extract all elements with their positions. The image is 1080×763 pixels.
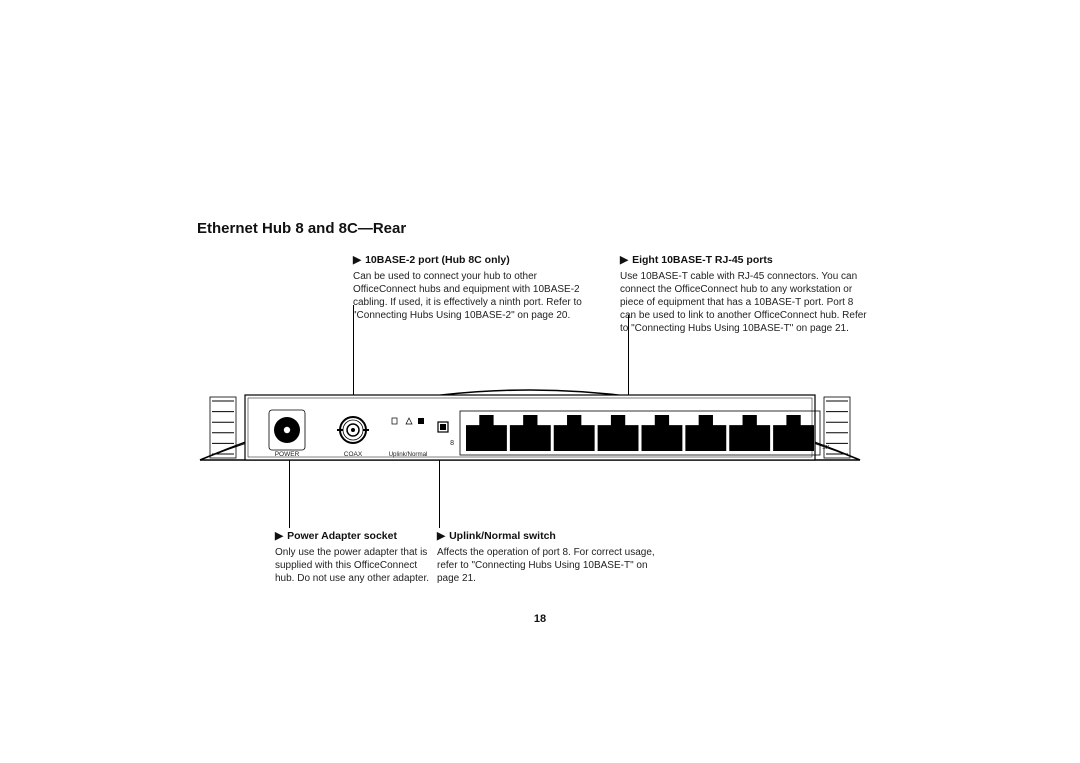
page-title: Ethernet Hub 8 and 8C—Rear xyxy=(197,220,406,237)
callout-top-right: ▶ Eight 10BASE-T RJ-45 ports Use 10BASE-T… xyxy=(620,254,870,335)
page-number: 18 xyxy=(0,613,1080,625)
callout-bottom-left: ▶ Power Adapter socket Only use the power… xyxy=(275,530,430,585)
svg-text:POWER: POWER xyxy=(275,451,300,458)
callout-bottom-right: ▶ Uplink/Normal switch Affects the operat… xyxy=(437,530,667,585)
svg-text:Uplink/Normal: Uplink/Normal xyxy=(389,451,428,458)
callout-body: Can be used to connect your hub to other… xyxy=(353,270,593,322)
callout-heading: Power Adapter socket xyxy=(287,530,397,544)
callout-heading: Uplink/Normal switch xyxy=(449,530,556,544)
callout-heading: Eight 10BASE-T RJ-45 ports xyxy=(632,254,773,268)
callout-body: Affects the operation of port 8. For cor… xyxy=(437,546,667,585)
callout-top-left: ▶ 10BASE-2 port (Hub 8C only) Can be used… xyxy=(353,254,593,322)
arrow-right-icon: ▶ xyxy=(620,254,628,268)
arrow-right-icon: ▶ xyxy=(353,254,361,268)
callout-body: Only use the power adapter that is suppl… xyxy=(275,546,430,585)
callout-body: Use 10BASE-T cable with RJ-45 connectors… xyxy=(620,270,870,335)
callout-heading: 10BASE-2 port (Hub 8C only) xyxy=(365,254,510,268)
svg-text:8: 8 xyxy=(450,440,454,447)
arrow-right-icon: ▶ xyxy=(275,530,283,544)
svg-text:COAX: COAX xyxy=(344,451,363,458)
arrow-right-icon: ▶ xyxy=(437,530,445,544)
page-root: Ethernet Hub 8 and 8C—Rear ▶ 10BASE-2 por… xyxy=(0,0,1080,763)
svg-text:1x: 1x xyxy=(822,444,830,451)
